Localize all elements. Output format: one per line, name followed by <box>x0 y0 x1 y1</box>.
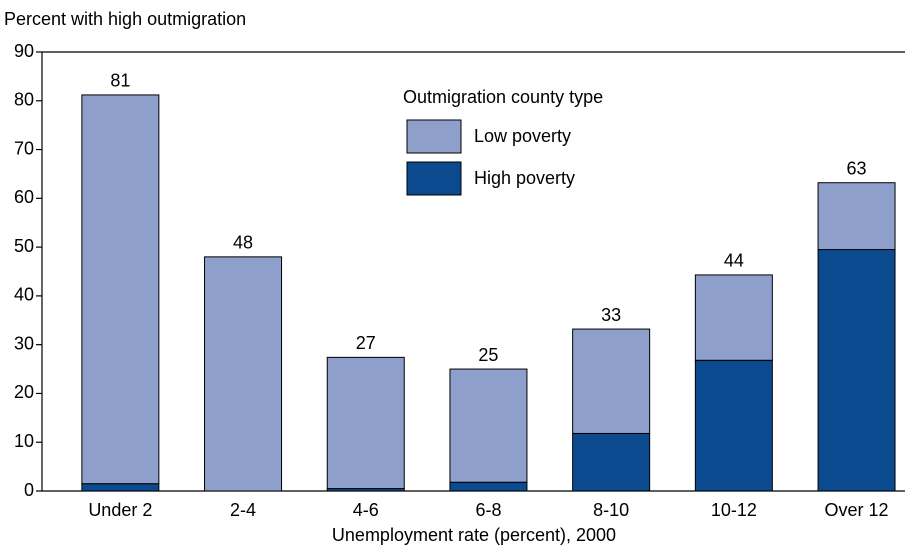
total-label: 48 <box>233 233 253 253</box>
bar-segment <box>81 94 160 485</box>
y-tick-label: 70 <box>14 138 34 158</box>
y-axis-title: Percent with high outmigration <box>4 9 246 29</box>
x-tick-label: 4-6 <box>353 500 379 520</box>
total-label: 25 <box>478 345 498 365</box>
bar-segment <box>694 359 773 492</box>
y-tick-label: 60 <box>14 187 34 207</box>
y-tick-label: 0 <box>24 480 34 500</box>
x-tick-label: 6-8 <box>475 500 501 520</box>
legend-swatch <box>406 119 462 154</box>
legend-swatch <box>406 161 462 196</box>
legend-label: High poverty <box>474 168 575 188</box>
bar-segment <box>81 483 160 492</box>
y-tick-label: 10 <box>14 431 34 451</box>
x-tick-label: 2-4 <box>230 500 256 520</box>
bar-segment <box>694 274 773 361</box>
legend-title: Outmigration county type <box>403 87 603 107</box>
x-tick-label: 8-10 <box>593 500 629 520</box>
y-tick-label: 30 <box>14 333 34 353</box>
x-tick-label: Under 2 <box>88 500 152 520</box>
total-label: 33 <box>601 305 621 325</box>
x-tick-label: Over 12 <box>825 500 889 520</box>
y-tick-label: 20 <box>14 382 34 402</box>
bar-segment <box>449 368 528 483</box>
legend-label: Low poverty <box>474 126 571 146</box>
bar-segment <box>326 356 405 490</box>
y-tick-label: 50 <box>14 236 34 256</box>
bar-segment <box>817 249 896 492</box>
total-label: 44 <box>724 251 744 271</box>
total-label: 27 <box>356 333 376 353</box>
y-tick-label: 90 <box>14 41 34 61</box>
x-tick-label: 10-12 <box>711 500 757 520</box>
bar-segment <box>572 328 651 434</box>
y-tick-label: 40 <box>14 285 34 305</box>
bar-segment <box>817 182 896 251</box>
y-tick-label: 80 <box>14 90 34 110</box>
bar-segment <box>204 256 283 492</box>
bar-segment <box>572 432 651 492</box>
x-axis-title: Unemployment rate (percent), 2000 <box>332 525 616 545</box>
total-label: 63 <box>847 158 867 178</box>
bar-segment <box>449 481 528 492</box>
total-label: 81 <box>110 71 130 91</box>
